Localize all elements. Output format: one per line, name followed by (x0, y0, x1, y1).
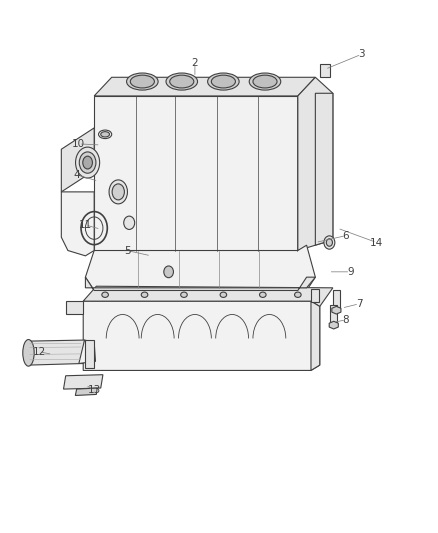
Polygon shape (85, 340, 94, 368)
Polygon shape (320, 64, 330, 77)
Ellipse shape (124, 216, 134, 230)
Polygon shape (315, 93, 333, 245)
Polygon shape (330, 305, 337, 322)
Text: 11: 11 (79, 220, 92, 230)
Ellipse shape (164, 266, 173, 278)
Ellipse shape (220, 292, 227, 297)
Ellipse shape (253, 75, 277, 88)
Polygon shape (64, 375, 103, 389)
Ellipse shape (294, 292, 301, 297)
Polygon shape (333, 290, 340, 308)
Ellipse shape (101, 132, 110, 137)
Polygon shape (79, 340, 95, 364)
Ellipse shape (127, 73, 158, 90)
Text: 9: 9 (347, 267, 354, 277)
Polygon shape (298, 77, 333, 251)
Polygon shape (83, 286, 333, 306)
Polygon shape (83, 301, 320, 370)
Ellipse shape (102, 292, 108, 297)
Text: 13: 13 (88, 385, 101, 395)
Text: 3: 3 (358, 50, 365, 59)
Ellipse shape (109, 180, 127, 204)
Polygon shape (311, 289, 319, 302)
Text: 8: 8 (343, 315, 350, 325)
Text: 10: 10 (72, 139, 85, 149)
Text: 2: 2 (191, 58, 198, 68)
Polygon shape (61, 192, 94, 256)
Ellipse shape (112, 184, 124, 200)
Ellipse shape (166, 73, 198, 90)
Text: 14: 14 (370, 238, 383, 247)
Ellipse shape (170, 75, 194, 88)
Ellipse shape (83, 156, 92, 169)
Polygon shape (66, 301, 83, 314)
Text: 5: 5 (124, 246, 131, 255)
Ellipse shape (259, 292, 266, 297)
Polygon shape (28, 340, 85, 365)
Ellipse shape (326, 239, 332, 246)
Ellipse shape (76, 147, 100, 178)
Ellipse shape (208, 73, 239, 90)
Ellipse shape (131, 75, 154, 88)
Ellipse shape (23, 340, 34, 366)
Text: 4: 4 (73, 170, 80, 180)
Polygon shape (311, 301, 320, 370)
Polygon shape (85, 245, 315, 298)
Polygon shape (329, 321, 338, 329)
Polygon shape (94, 77, 315, 96)
Ellipse shape (79, 152, 96, 173)
Text: 6: 6 (343, 231, 350, 240)
Polygon shape (85, 277, 315, 290)
Polygon shape (332, 306, 341, 314)
Polygon shape (94, 96, 298, 251)
Polygon shape (75, 388, 97, 395)
Polygon shape (61, 128, 94, 192)
Ellipse shape (211, 75, 236, 88)
Ellipse shape (180, 292, 187, 297)
Ellipse shape (324, 236, 335, 249)
Ellipse shape (141, 292, 148, 297)
Text: 12: 12 (33, 347, 46, 357)
Ellipse shape (249, 73, 281, 90)
Text: 7: 7 (356, 299, 363, 309)
